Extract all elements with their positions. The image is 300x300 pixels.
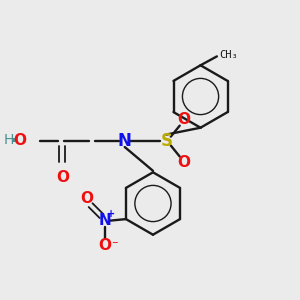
Text: O: O xyxy=(178,155,191,170)
Text: O: O xyxy=(178,112,191,127)
Text: O: O xyxy=(56,170,69,185)
Text: N: N xyxy=(118,132,132,150)
Text: +: + xyxy=(107,209,115,219)
Text: O: O xyxy=(13,133,26,148)
Text: N: N xyxy=(98,213,111,228)
Text: O: O xyxy=(98,238,111,253)
Text: CH₃: CH₃ xyxy=(219,50,238,60)
Text: ⁻: ⁻ xyxy=(111,239,118,252)
Text: S: S xyxy=(160,132,172,150)
Text: O: O xyxy=(80,191,93,206)
Text: H: H xyxy=(4,134,14,148)
Text: ·: · xyxy=(10,132,18,151)
